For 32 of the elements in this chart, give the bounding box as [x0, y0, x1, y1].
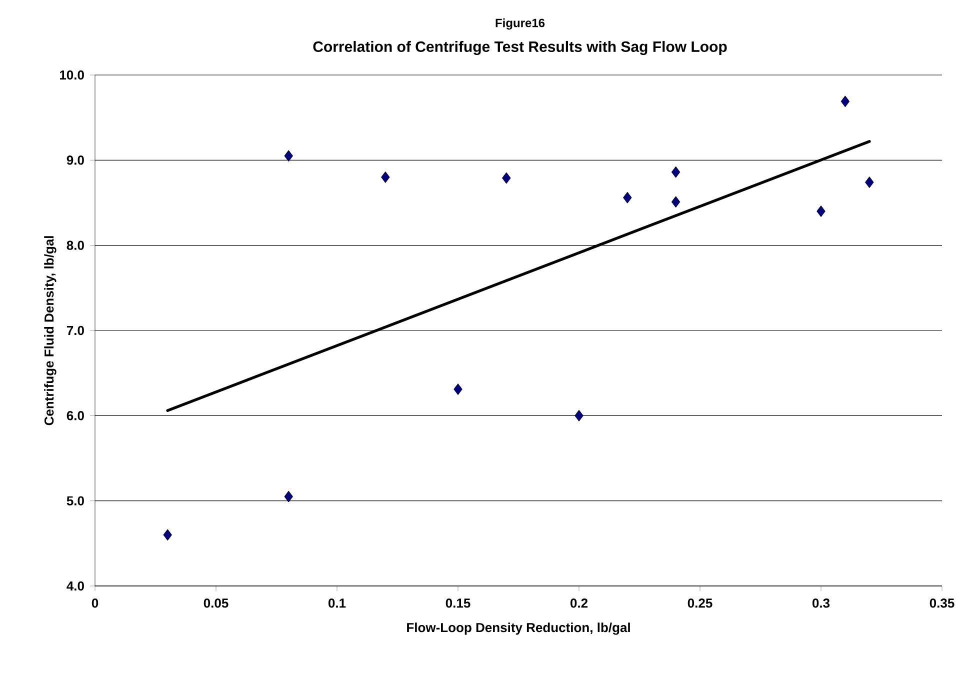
point: [671, 166, 680, 178]
x-tick-label: 0: [92, 598, 98, 608]
point: [574, 410, 584, 422]
x-tick-label: 0.2: [570, 598, 588, 608]
x-tick-label: 0.1: [328, 598, 346, 608]
y-axis-title: Centrifuge Fluid Density, lb/gal: [44, 236, 56, 426]
x-tick-label: 0.25: [688, 598, 712, 608]
y-tick-label: 9.0: [66, 156, 84, 165]
y-tick-label: 6.0: [66, 411, 84, 420]
x-tick-label: 0.3: [812, 598, 830, 608]
y-tick-label: 4.0: [66, 581, 84, 591]
point: [840, 96, 850, 108]
x-axis-title: Flow-Loop Density Reduction, lb/gal: [407, 622, 630, 635]
point: [623, 192, 632, 204]
point: [816, 206, 826, 218]
y-tick-label: 10.0: [60, 70, 84, 80]
point: [284, 490, 293, 502]
chart-title: Figure16: [496, 18, 545, 30]
point: [284, 150, 293, 162]
point: [381, 171, 390, 183]
x-tick-label: 0.05: [204, 598, 228, 608]
point: [163, 529, 172, 541]
x-tick-label: 0.15: [446, 598, 470, 608]
y-tick-label: 7.0: [66, 326, 84, 336]
point: [671, 196, 680, 208]
point: [502, 172, 511, 184]
x-tick-label: 0.35: [930, 598, 954, 608]
chart-subtitle: Correlation of Centrifuge Test Results with Sag Flow Loop: [313, 40, 727, 56]
point: [454, 384, 462, 396]
point: [865, 176, 874, 188]
y-tick-label: 5.0: [66, 496, 84, 506]
y-tick-label: 8.0: [66, 240, 84, 250]
